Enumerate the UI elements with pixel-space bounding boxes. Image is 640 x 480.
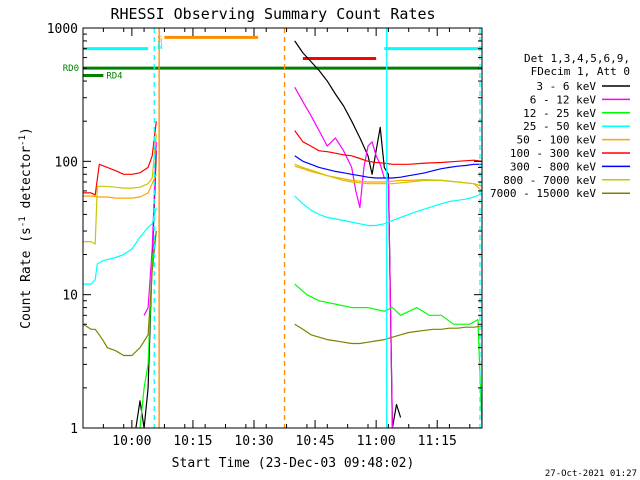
y-axis: 1 10 100 1000 [47, 22, 482, 437]
series-line-segment [294, 163, 482, 187]
legend-label-100-300-kev: 100 - 300 keV [510, 147, 596, 160]
y-axis-label-end: ) [19, 127, 34, 135]
legend-label-800-7000-kev: 800 - 7000 keV [503, 174, 596, 187]
state-bars [83, 35, 482, 78]
legend-label-3-6-kev: 3 - 6 keV [536, 80, 596, 93]
series-300-800-kev [294, 155, 482, 179]
series-7000-15000-kev [83, 231, 482, 357]
series-line-segment [143, 141, 157, 316]
y-axis-label-main: Count Rate (s [19, 227, 34, 329]
series-line-segment [294, 323, 482, 345]
marker-n: N [157, 42, 162, 52]
series-line-segment [83, 134, 157, 245]
state-label-rd4: RD4 [106, 72, 122, 82]
legend-label-7000-15000-kev: 7000 - 15000 keV [490, 187, 596, 200]
series-800-7000-kev [83, 134, 482, 245]
state-label-rd0: RD0 [63, 64, 79, 74]
y-axis-label: Count Rate (s-1 detector-1) [18, 127, 34, 329]
y-tick-label: 1000 [47, 22, 78, 37]
plot-frame [82, 27, 483, 429]
x-tick-label: 10:00 [112, 434, 151, 449]
marker-labels: SN [157, 35, 162, 52]
y-axis-label-sup1: -1 [18, 216, 28, 227]
legend-label-6-12-kev: 6 - 12 keV [530, 93, 597, 106]
legend-label-50-100-kev: 50 - 100 keV [517, 134, 597, 147]
timestamp: 27-Oct-2021 01:27 [545, 469, 637, 479]
y-tick-label: 100 [55, 155, 78, 170]
legend-label-12-25-kev: 12 - 25 keV [523, 107, 596, 120]
x-tick-label: 10:15 [173, 434, 212, 449]
legend-label-25-50-kev: 25 - 50 keV [523, 120, 596, 133]
series-line-segment [294, 155, 482, 179]
series-line-segment [294, 193, 482, 227]
x-tick-label: 10:45 [296, 434, 335, 449]
series-12-25-kev [104, 231, 482, 428]
marker-s: S [157, 35, 162, 45]
series-25-50-kev [83, 193, 482, 285]
plot-area [82, 27, 483, 429]
x-axis: 10:00 10:15 10:30 10:45 11:00 11:15 [82, 28, 471, 449]
legend: Det 1,3,4,5,6,9,FDecim 1, Att 0 3 - 6 keV… [490, 52, 630, 200]
x-tick-label: 10:30 [234, 434, 273, 449]
state-labels: RD0 RD4 [63, 64, 123, 81]
y-tick-label: 1 [70, 422, 78, 437]
x-axis-label: Start Time (23-Dec-03 09:48:02) [172, 456, 415, 471]
series-line-segment [104, 231, 157, 428]
series-100-300-kev [83, 121, 482, 196]
series-line-segment [294, 130, 482, 165]
y-axis-label-sup2: -1 [18, 135, 28, 146]
series-line-segment [83, 121, 157, 196]
series-line-segment [294, 283, 482, 428]
series-line-segment [83, 231, 157, 357]
x-tick-label: 11:00 [357, 434, 396, 449]
series-lines [83, 40, 482, 428]
legend-header-line: Det 1,3,4,5,6,9, [524, 52, 630, 65]
vertical-markers [153, 28, 481, 428]
legend-label-300-800-kev: 300 - 800 keV [510, 160, 596, 173]
x-tick-label: 11:15 [418, 434, 457, 449]
legend-header-line: FDecim 1, Att 0 [531, 65, 630, 78]
y-axis-label-mid: detector [19, 146, 34, 217]
series-line-segment [83, 174, 157, 199]
y-tick-label: 10 [62, 289, 78, 304]
chart-title: RHESSI Observing Summary Count Rates [110, 5, 435, 23]
series-line-segment [83, 207, 157, 285]
